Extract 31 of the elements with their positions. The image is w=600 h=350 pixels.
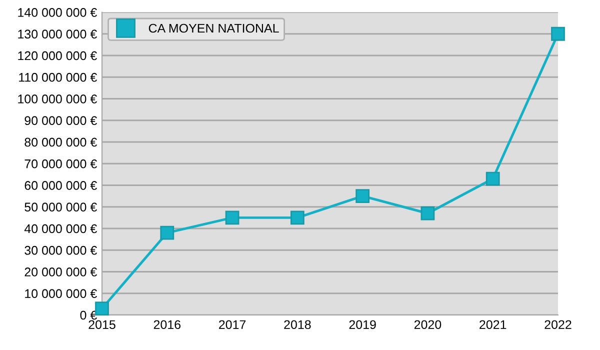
y-tick-label: 30 000 000 € (24, 246, 97, 255)
y-tick-label: 90 000 000 € (24, 116, 97, 126)
point (95, 302, 109, 316)
point (420, 206, 435, 220)
y-tick-label: 10 000 000 € (25, 289, 97, 298)
x-tick-label: 2020 (414, 320, 442, 330)
point (160, 226, 174, 240)
x-tick-label: 2017 (219, 320, 246, 330)
y-tick-label: 130 000 000 € (18, 30, 97, 39)
y-tick-label: 40 000 000 € (24, 224, 97, 234)
point (551, 26, 565, 41)
y-tick-label: 70 000 000 € (24, 159, 97, 168)
point (356, 189, 370, 204)
y-tick-label: 100 000 000 € (18, 94, 97, 104)
y-tick-label: 120 000 000 € (18, 51, 97, 60)
point (225, 210, 240, 225)
y-tick-label: 20 000 000 € (24, 268, 97, 276)
point (290, 210, 304, 225)
y-tick-label: 140 000 000 € (18, 8, 97, 17)
y-tick-label: 60 000 000 € (24, 181, 97, 190)
x-tick-label: 2018 (284, 320, 311, 330)
point (486, 172, 500, 186)
x-tick-label: 2015 (88, 320, 116, 330)
x-tick-label: 2021 (480, 320, 506, 330)
x-tick-label: 2016 (154, 320, 180, 330)
x-tick-label: 2019 (349, 320, 376, 330)
legend-label: CA MOYEN NATIONAL (148, 24, 279, 33)
y-tick-label: 50 000 000 € (24, 202, 97, 212)
x-tick-label: 2022 (544, 320, 572, 330)
y-tick-label: 80 000 000 € (24, 138, 97, 147)
y-tick-label: 110 000 000 € (19, 72, 97, 82)
